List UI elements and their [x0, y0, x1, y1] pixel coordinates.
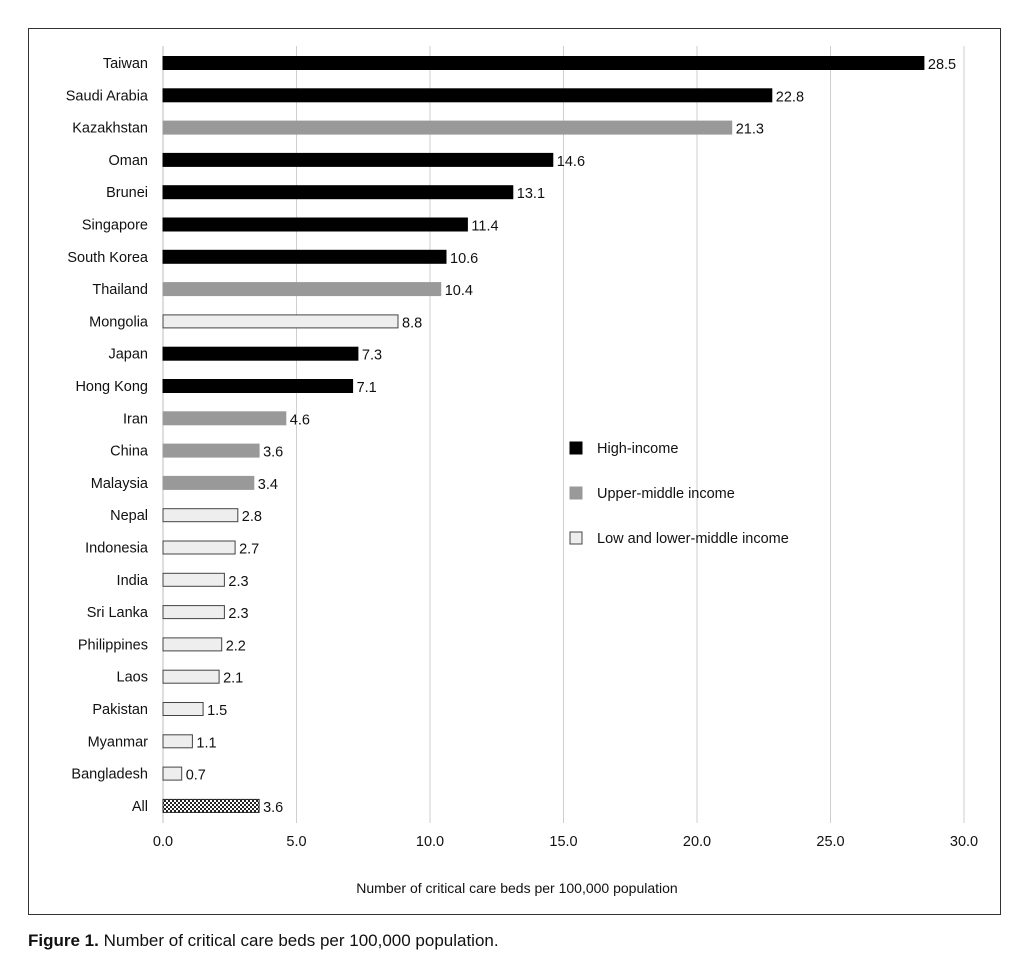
- x-tick-label: 10.0: [416, 834, 444, 850]
- data-label: 2.3: [228, 606, 248, 622]
- data-label: 21.3: [736, 122, 764, 138]
- data-label: 3.6: [263, 800, 283, 816]
- legend-label: Low and lower-middle income: [597, 531, 789, 547]
- bar-hong-kong: [162, 379, 354, 393]
- category-label: Pakistan: [92, 702, 148, 718]
- category-label: Philippines: [78, 637, 148, 653]
- data-label: 14.6: [557, 154, 585, 170]
- category-label: Saudi Arabia: [66, 88, 149, 104]
- caption-text: Number of critical care beds per 100,000…: [98, 931, 499, 950]
- bar-bangladesh: [162, 766, 183, 781]
- legend-label: High-income: [597, 441, 678, 457]
- x-tick-label: 15.0: [549, 834, 577, 850]
- bar-indonesia: [162, 540, 236, 555]
- category-label: China: [110, 444, 149, 460]
- figure-caption: Figure 1. Number of critical care beds p…: [28, 931, 499, 951]
- x-tick-label: 20.0: [683, 834, 711, 850]
- category-label: Hong Kong: [75, 379, 148, 395]
- bar-malaysia: [162, 475, 255, 490]
- x-axis-ticks: 0.0 5.0 10.0 15.0 20.0 25.0 30.0: [153, 834, 978, 850]
- x-axis-title: Number of critical care beds per 100,000…: [356, 880, 677, 896]
- legend-swatch: [569, 441, 583, 455]
- bar-nepal: [162, 508, 239, 523]
- bar-myanmar: [162, 734, 193, 749]
- x-tick-label: 5.0: [286, 834, 306, 850]
- caption-label: Figure 1.: [28, 931, 99, 950]
- legend-swatch: [569, 531, 583, 545]
- bar-sri-lanka: [162, 605, 225, 620]
- data-label: 3.4: [258, 477, 278, 493]
- bar-brunei: [162, 185, 514, 200]
- bar-singapore: [162, 217, 468, 232]
- x-tick-label: 30.0: [950, 834, 978, 850]
- bar-taiwan: [162, 56, 925, 70]
- bar-oman: [162, 152, 554, 167]
- legend: High-income Upper-middle income Low and lo…: [569, 441, 789, 547]
- category-label: All: [132, 799, 148, 815]
- category-label: Kazakhstan: [72, 121, 148, 137]
- legend-label: Upper-middle income: [597, 486, 735, 502]
- bar-kazakhstan: [162, 120, 733, 135]
- category-label: Taiwan: [103, 56, 148, 72]
- category-label: Myanmar: [88, 734, 149, 750]
- data-label: 7.1: [357, 380, 377, 396]
- bar-south-korea: [162, 249, 447, 264]
- category-label: Singapore: [82, 218, 148, 234]
- data-label: 11.4: [471, 219, 498, 235]
- gridlines: [162, 46, 965, 823]
- bar-all: [162, 798, 260, 813]
- data-label: 2.3: [228, 574, 248, 590]
- data-label: 13.1: [517, 186, 545, 202]
- bar-mongolia: [162, 314, 399, 329]
- bar-india: [162, 572, 225, 587]
- category-label: Thailand: [92, 282, 148, 298]
- bar-philippines: [162, 637, 223, 652]
- data-label: 10.6: [450, 251, 478, 267]
- data-label: 28.5: [928, 57, 956, 73]
- bars: [162, 56, 925, 813]
- data-label: 4.6: [290, 412, 310, 428]
- bar-pakistan: [162, 702, 204, 716]
- figure-frame: [28, 28, 1001, 915]
- data-label: 1.5: [207, 703, 227, 719]
- category-label: Iran: [123, 411, 148, 427]
- x-tick-label: 0.0: [153, 834, 173, 850]
- category-labels: Taiwan Saudi Arabia Kazakhstan Oman Brunei Si…: [66, 56, 149, 815]
- data-labels: 28.5 22.8 21.3 14.6 13.1 11.4 10.6 10.4 8.8 7.3 7.…: [186, 57, 956, 816]
- data-label: 2.1: [223, 671, 243, 687]
- data-label: 10.4: [445, 283, 473, 299]
- category-label: Nepal: [110, 508, 148, 524]
- category-label: Mongolia: [89, 314, 149, 330]
- category-label: Oman: [109, 153, 149, 169]
- bar-japan: [162, 346, 359, 361]
- category-label: Japan: [108, 347, 148, 363]
- data-label: 8.8: [402, 315, 422, 331]
- data-label: 2.7: [239, 542, 259, 558]
- bar-iran: [162, 411, 287, 426]
- legend-swatch: [569, 486, 583, 500]
- category-label: South Korea: [67, 250, 149, 266]
- x-tick-label: 25.0: [816, 834, 844, 850]
- category-label: Indonesia: [85, 541, 149, 557]
- category-label: Brunei: [106, 185, 148, 201]
- data-label: 0.7: [186, 768, 206, 784]
- category-label: Sri Lanka: [87, 605, 149, 621]
- data-label: 22.8: [776, 89, 804, 105]
- bar-china: [162, 443, 260, 458]
- category-label: Malaysia: [91, 476, 149, 492]
- data-label: 2.2: [226, 638, 246, 654]
- bar-saudi-arabia: [162, 88, 773, 103]
- bar-laos: [162, 669, 220, 684]
- category-label: Laos: [117, 670, 148, 686]
- bar-thailand: [162, 282, 442, 297]
- data-label: 1.1: [196, 735, 216, 751]
- category-label: Bangladesh: [71, 767, 148, 783]
- data-label: 3.6: [263, 445, 283, 461]
- category-label: India: [117, 573, 149, 589]
- data-label: 7.3: [362, 348, 382, 364]
- data-label: 2.8: [242, 509, 262, 525]
